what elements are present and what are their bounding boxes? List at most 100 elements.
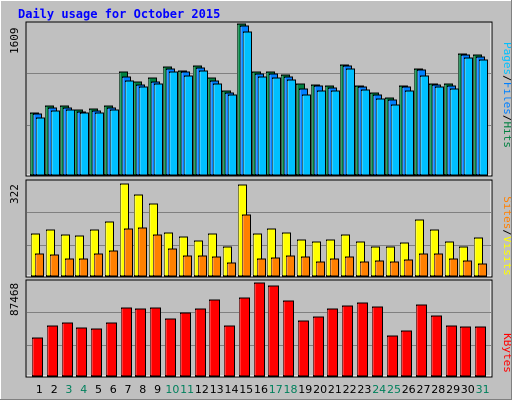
axis-kbytes-label-text: KBytes [501, 333, 512, 373]
kbytes-bar [372, 306, 383, 377]
sites-bar [212, 256, 221, 277]
day-label: 25 [387, 383, 401, 396]
separator: / [501, 115, 512, 122]
pages-bar [391, 104, 400, 176]
pages-bar [139, 86, 148, 176]
pages-bar [302, 94, 311, 176]
sites-bar [94, 253, 103, 277]
sites-bar [257, 258, 266, 277]
sites-bar [404, 259, 413, 277]
day-label: 16 [254, 383, 268, 396]
sites-bar [183, 255, 192, 277]
day-label: 2 [51, 383, 58, 396]
chart-title: Daily usage for October 2015 [18, 7, 220, 21]
kbytes-bar [106, 322, 117, 377]
day-label: 28 [431, 383, 445, 396]
kbytes-bar [327, 308, 338, 377]
sites-bar [242, 214, 251, 277]
day-label: 17 [269, 383, 283, 396]
sites-label: Sites [501, 196, 512, 229]
axis-visits-label-text: Sites/Visits [501, 196, 512, 276]
day-label: 8 [139, 383, 146, 396]
kbytes-bar [62, 322, 73, 377]
day-label: 20 [313, 383, 327, 396]
pages-bar [272, 77, 281, 176]
sites-bar [330, 258, 339, 277]
day-label: 23 [357, 383, 371, 396]
day-label: 30 [461, 383, 475, 396]
pages-bar [450, 88, 459, 176]
day-label: 12 [195, 383, 209, 396]
day-label: 31 [476, 383, 490, 396]
kbytes-bar [416, 304, 427, 377]
kbytes-axis-label: KBytes [501, 333, 512, 373]
sites-bar [79, 258, 88, 277]
day-label: 6 [110, 383, 117, 396]
kbytes-bar [180, 312, 191, 377]
day-tick-labels: 1 2 3 4 5 6 7 8 9 10 11 12 13 14 15 16 17 18 19 20 21 22 23 24 2… [36, 383, 490, 396]
kbytes-bar [32, 337, 43, 377]
sites-bar [286, 255, 295, 277]
kbytes-bar [254, 282, 265, 377]
pages-bar [51, 110, 60, 176]
sites-bar [50, 254, 59, 277]
sites-bar [271, 257, 280, 277]
pages-bar [228, 94, 237, 176]
visits-sites-panel [25, 179, 493, 278]
kbytes-bar [357, 302, 368, 377]
kbytes-bar [313, 316, 324, 377]
kbytes-bar [446, 325, 457, 377]
kbytes-panel [25, 279, 493, 378]
kbytes-bar [150, 307, 161, 377]
kbytes-bar [195, 308, 206, 377]
kbytes-label: KBytes [501, 333, 512, 373]
pages-bar [479, 59, 488, 176]
pages-bar [243, 31, 252, 176]
pages-label: Pages [501, 42, 512, 75]
sites-bar [301, 256, 310, 277]
pages-bar [80, 112, 89, 176]
pages-bar [287, 79, 296, 176]
kbytes-bar [47, 325, 58, 377]
pages-bar [66, 109, 75, 176]
hits-files-pages-axis-label: Pages/Files/Hits [501, 42, 512, 148]
visits-ymax-label: 322 [8, 184, 21, 204]
kbytes-ymax-label: 87468 [8, 283, 21, 316]
files-label: Files [501, 82, 512, 115]
sites-bar [463, 260, 472, 277]
hits-files-pages-panel [25, 21, 493, 177]
sites-bar [198, 255, 207, 277]
day-label: 15 [239, 383, 253, 396]
day-label: 27 [417, 383, 431, 396]
axis-hits-label-text: Pages/Files/Hits [501, 42, 512, 148]
pages-bar [346, 68, 355, 176]
kbytes-bar [121, 307, 132, 377]
sites-bar [360, 261, 369, 277]
pages-bar [169, 71, 178, 176]
pages-bar [199, 70, 208, 176]
day-label: 13 [210, 383, 224, 396]
kbytes-bar [268, 285, 279, 377]
sites-bar [109, 250, 118, 277]
sites-bar [449, 258, 458, 277]
hits-label: Hits [501, 122, 512, 149]
pages-bar [420, 75, 429, 176]
pages-bar [464, 57, 473, 176]
sites-bar [375, 260, 384, 277]
day-label: 4 [80, 383, 87, 396]
day-label: 10 [165, 383, 179, 396]
sites-bar [138, 227, 147, 277]
kbytes-bar [135, 308, 146, 377]
kbytes-bar [76, 327, 87, 377]
pages-bar [125, 80, 134, 176]
day-label: 22 [343, 383, 357, 396]
sites-bar [65, 258, 74, 277]
day-label: 18 [284, 383, 298, 396]
day-label: 1 [36, 383, 43, 396]
sites-bar [478, 263, 487, 277]
kbytes-bar [475, 326, 486, 377]
day-label: 11 [180, 383, 194, 396]
hits-ymax-label: 1609 [8, 28, 21, 55]
pages-bar [258, 76, 267, 176]
